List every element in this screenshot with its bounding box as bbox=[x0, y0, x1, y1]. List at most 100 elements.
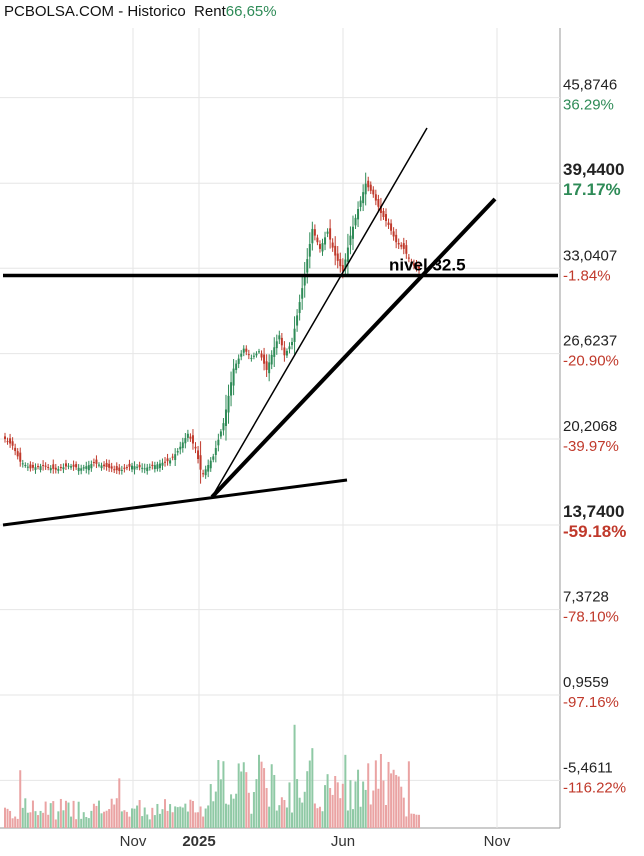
volume-bar bbox=[62, 810, 65, 828]
volume-bar bbox=[176, 807, 179, 828]
volume-bar bbox=[82, 812, 85, 828]
volume-bar bbox=[329, 787, 332, 828]
volume-bar bbox=[336, 782, 339, 828]
candle-body bbox=[189, 436, 192, 439]
volume-bar bbox=[362, 781, 365, 828]
candle-body bbox=[34, 467, 37, 470]
volume-bar bbox=[331, 794, 334, 828]
volume-bar bbox=[59, 798, 62, 828]
candle-body bbox=[349, 235, 352, 246]
percent-tick-label: -97.16% bbox=[563, 694, 619, 711]
volume-bar bbox=[367, 763, 370, 828]
candle-body bbox=[29, 464, 32, 469]
volume-bar bbox=[410, 813, 413, 828]
volume-bar bbox=[161, 809, 164, 828]
candle-body bbox=[87, 465, 90, 471]
candle-body bbox=[62, 467, 65, 470]
volume-bar bbox=[387, 761, 390, 828]
candle-body bbox=[364, 183, 367, 195]
price-tick-label: 7,3728 bbox=[563, 589, 609, 606]
volume-bar bbox=[364, 789, 367, 828]
volume-bar bbox=[57, 811, 60, 828]
percent-tick-label: -59.18% bbox=[563, 522, 626, 541]
candle-body bbox=[194, 446, 197, 449]
candle-body bbox=[181, 442, 184, 449]
candle-body bbox=[258, 351, 260, 353]
volume-bar bbox=[324, 785, 327, 828]
candle-body bbox=[270, 354, 273, 365]
candle-body bbox=[108, 463, 111, 468]
volume-bar bbox=[311, 748, 314, 828]
volume-bar bbox=[405, 816, 408, 828]
percent-tick-label: -78.10% bbox=[563, 609, 619, 626]
volume-bar bbox=[293, 724, 296, 828]
volume-bar bbox=[108, 809, 111, 828]
volume-bar bbox=[95, 805, 98, 828]
volume-bar bbox=[21, 807, 24, 828]
volume-bar bbox=[37, 815, 40, 828]
volume-bar bbox=[240, 771, 243, 828]
candle-body bbox=[44, 465, 47, 467]
chart-header: PCBOLSA.COM - Historico Rent66,65% bbox=[4, 3, 277, 20]
candle-body bbox=[57, 468, 60, 471]
volume-bar bbox=[270, 764, 273, 828]
candle-body bbox=[329, 228, 332, 240]
volume-bar bbox=[171, 812, 174, 828]
volume-bar bbox=[85, 816, 88, 828]
volume-bar bbox=[151, 807, 154, 828]
volume-bar bbox=[92, 803, 95, 828]
volume-bar bbox=[359, 806, 362, 828]
volume-bar bbox=[77, 801, 80, 828]
candle-body bbox=[268, 362, 271, 374]
candle-body bbox=[308, 244, 311, 257]
candle-body bbox=[131, 465, 133, 470]
candle-body bbox=[11, 441, 14, 446]
candle-body bbox=[52, 464, 55, 469]
candle-body bbox=[153, 465, 156, 470]
candle-body bbox=[80, 468, 83, 471]
candle-body bbox=[374, 194, 377, 201]
candle-body bbox=[138, 464, 141, 468]
candle-body bbox=[105, 462, 108, 468]
volume-bar bbox=[379, 753, 382, 828]
volume-bar bbox=[67, 802, 70, 828]
volume-bar bbox=[278, 805, 281, 828]
volume-bar bbox=[191, 800, 194, 828]
candle-body bbox=[49, 468, 52, 471]
candle-body bbox=[240, 353, 243, 357]
volume-bar bbox=[136, 805, 139, 828]
candle-body bbox=[184, 438, 187, 444]
candle-body bbox=[202, 473, 205, 475]
trendline-steep bbox=[211, 127, 428, 498]
volume-bar bbox=[392, 769, 395, 828]
candle-body bbox=[42, 465, 45, 467]
volume-bar bbox=[174, 806, 177, 828]
candle-body bbox=[222, 423, 225, 431]
volume-bar bbox=[24, 798, 27, 828]
candle-body bbox=[418, 266, 421, 271]
volume-bar bbox=[237, 763, 240, 828]
volume-bar bbox=[199, 806, 202, 828]
volume-bar bbox=[29, 812, 32, 828]
volume-bar bbox=[184, 803, 187, 828]
candle-body bbox=[37, 466, 40, 468]
volume-bar bbox=[397, 776, 400, 828]
volume-bar bbox=[334, 775, 337, 828]
volume-bar bbox=[212, 801, 215, 828]
volume-bar bbox=[372, 790, 375, 828]
candle-body bbox=[169, 460, 172, 464]
candle-body bbox=[113, 469, 116, 471]
candle-body bbox=[344, 259, 347, 270]
candle-body bbox=[92, 462, 95, 464]
candle-body bbox=[136, 466, 139, 468]
candle-body bbox=[400, 244, 403, 247]
volume-bar bbox=[296, 779, 299, 828]
candle-body bbox=[357, 208, 360, 220]
candle-body bbox=[235, 363, 238, 370]
price-tick-label: 13,7400 bbox=[563, 502, 624, 521]
volume-bar bbox=[291, 812, 294, 828]
volume-bar bbox=[39, 810, 42, 828]
volume-bar bbox=[105, 810, 108, 828]
candle-body bbox=[390, 223, 393, 231]
volume-bar bbox=[255, 779, 258, 828]
